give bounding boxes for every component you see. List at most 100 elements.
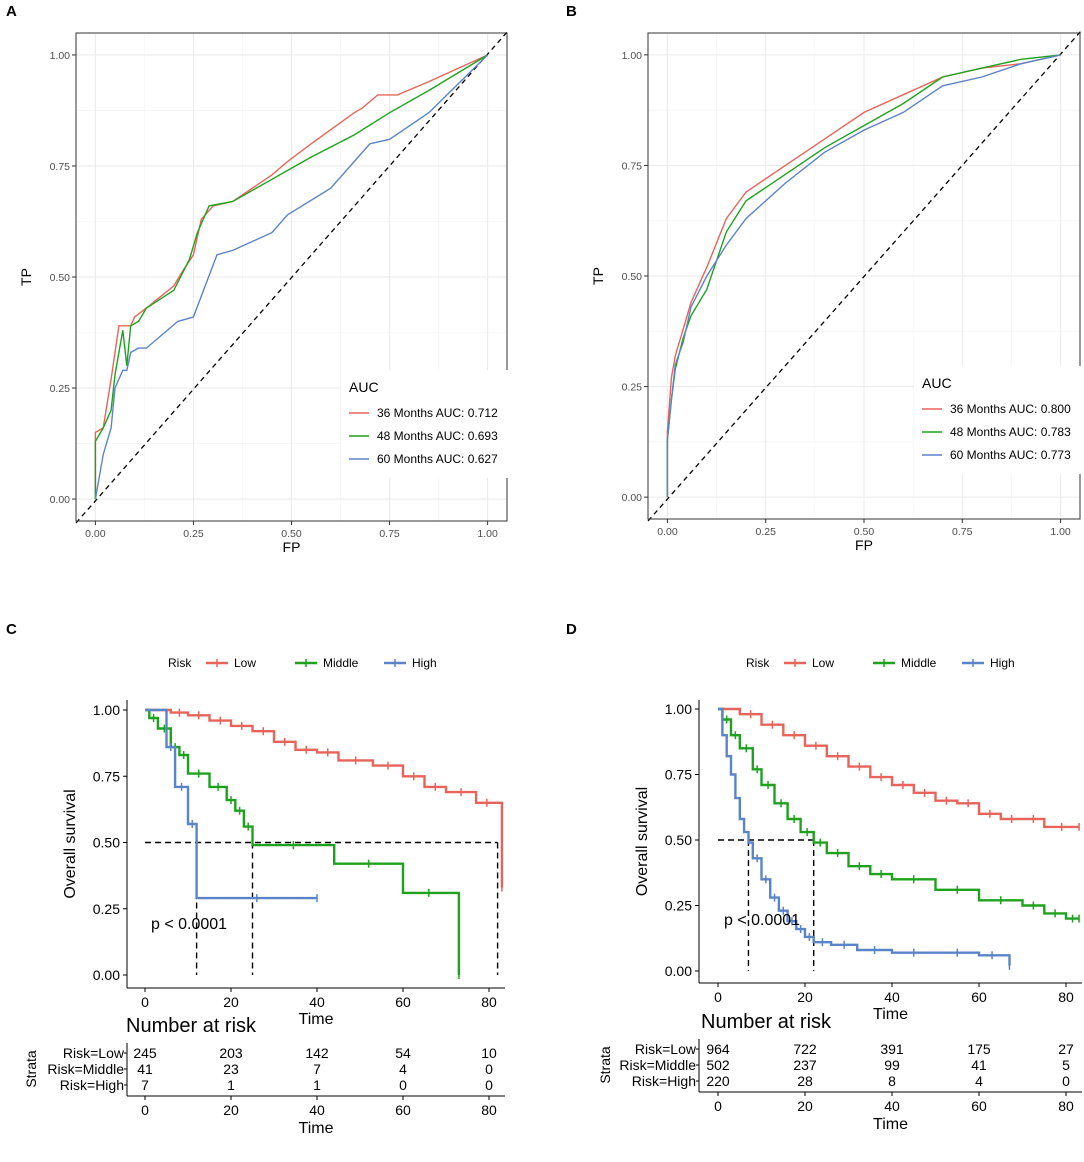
y-tick-label: 0.50 [93,835,120,851]
strata-label-red: Risk=Low [63,1045,125,1061]
roc-plot-b: 0.00 0.00 0.25 0.25 0.50 0.50 0.75 0.75 1.00 1.00… [590,30,1084,553]
strata-label-green: Risk=Middle [47,1061,124,1077]
x-tick-label: 0.75 [952,526,973,538]
y-tick-label: 0.75 [93,768,120,784]
y-tick-label: 0.50 [622,271,643,283]
legend-label: 48 Months AUC: 0.693 [377,429,498,443]
km-curve-middle [718,707,1079,920]
y-tick-label: 0.75 [665,767,692,783]
km-curve-high [718,707,1011,966]
legend-label-low: Low [234,656,256,670]
risk-count: 4 [975,1073,983,1089]
risk-count: 41 [137,1061,153,1077]
y-axis-title: Overall survival [62,789,79,898]
x-tick-label: 80 [481,994,497,1010]
legend-title: Risk [168,656,192,670]
risk-count: 0 [485,1077,493,1093]
y-tick-label: 0.00 [50,494,71,506]
risk-count: 99 [884,1057,900,1073]
risk-count: 1 [313,1077,321,1093]
risk-count: 10 [481,1045,497,1061]
legend-label-high: High [412,656,437,670]
x-tick-label: 40 [309,994,325,1010]
legend-label: 48 Months AUC: 0.783 [950,425,1071,439]
risk-x-axis-title: Time [873,1116,908,1133]
legend-background [914,366,1084,474]
y-tick-label: 0.75 [50,161,71,173]
x-tick-label: 60 [971,989,987,1005]
y-tick-label: 0.50 [665,832,692,848]
risk-x-tick-label: 0 [714,1098,722,1114]
strata-axis-title: Strata [23,1050,39,1088]
risk-x-tick-label: 20 [223,1102,239,1118]
risk-x-tick-label: 60 [971,1098,987,1114]
risk-count: 27 [1058,1041,1074,1057]
y-axis-title: TP [18,268,34,286]
risk-count: 142 [305,1045,329,1061]
legend-background [341,370,511,478]
x-tick-label: 0 [714,989,722,1005]
x-tick-label: 0.00 [85,528,106,540]
x-tick-label: 0.50 [854,526,875,538]
p-value-label: p < 0.0001 [151,916,227,933]
risk-count: 7 [313,1061,321,1077]
risk-table-title: Number at risk [701,1011,832,1033]
risk-count: 4 [399,1061,407,1077]
y-tick-label: 1.00 [622,50,643,62]
y-tick-label: 0.00 [622,492,643,504]
risk-count: 245 [133,1045,157,1061]
risk-count: 722 [793,1041,817,1057]
strata-label-green: Risk=Middle [619,1057,696,1073]
risk-x-tick-label: 40 [309,1102,325,1118]
reference-diagonal [75,30,509,524]
legend-label-low: Low [812,656,834,670]
risk-x-tick-label: 80 [1058,1098,1074,1114]
risk-table-title: Number at risk [126,1015,257,1037]
x-axis-title: FP [855,537,873,553]
legend-title: AUC [922,375,952,391]
p-value-label: p < 0.0001 [724,912,800,929]
y-tick-label: 0.75 [622,160,643,172]
x-tick-label: 0 [141,994,149,1010]
legend-label: 60 Months AUC: 0.627 [377,452,498,466]
risk-count: 0 [485,1061,493,1077]
risk-x-tick-label: 80 [481,1102,497,1118]
y-tick-label: 0.25 [665,898,692,914]
risk-x-tick-label: 60 [395,1102,411,1118]
roc-curve-green [94,54,488,499]
risk-count: 7 [141,1077,149,1093]
risk-count: 237 [793,1057,817,1073]
panel-label-a: A [6,3,17,20]
risk-count: 8 [888,1073,896,1089]
strata-label-red: Risk=Low [635,1041,697,1057]
risk-x-tick-label: 0 [141,1102,149,1118]
km-plot-d: Risk Low Middle High 0.00 0.25 0.50 0.75 1.00 0 20… [597,656,1082,1133]
strata-label-blue: Risk=High [632,1073,696,1089]
panel-label-d: D [566,621,577,638]
x-tick-label: 80 [1058,989,1074,1005]
legend-title: Risk [746,656,770,670]
y-axis-title: TP [590,267,606,285]
panel-label-b: B [566,3,577,20]
legend-label: 36 Months AUC: 0.800 [950,402,1071,416]
legend-label: 36 Months AUC: 0.712 [377,406,498,420]
reference-diagonal [647,30,1082,522]
x-axis-title: Time [299,1011,334,1028]
x-tick-label: 20 [797,989,813,1005]
x-tick-label: 40 [884,989,900,1005]
legend-title: AUC [349,379,379,395]
y-tick-label: 0.25 [50,383,71,395]
km-curve-low [145,708,504,888]
y-tick-label: 0.25 [93,901,120,917]
x-tick-label: 0.25 [756,526,777,538]
x-tick-label: 0.25 [183,528,204,540]
roc-curve-blue [94,54,489,500]
risk-count: 502 [706,1057,730,1073]
x-tick-label: 20 [223,994,239,1010]
risk-x-axis-title: Time [299,1120,334,1137]
x-tick-label: 0.50 [281,528,302,540]
legend-label-middle: Middle [323,656,359,670]
risk-count: 1 [227,1077,235,1093]
risk-count: 41 [971,1057,987,1073]
